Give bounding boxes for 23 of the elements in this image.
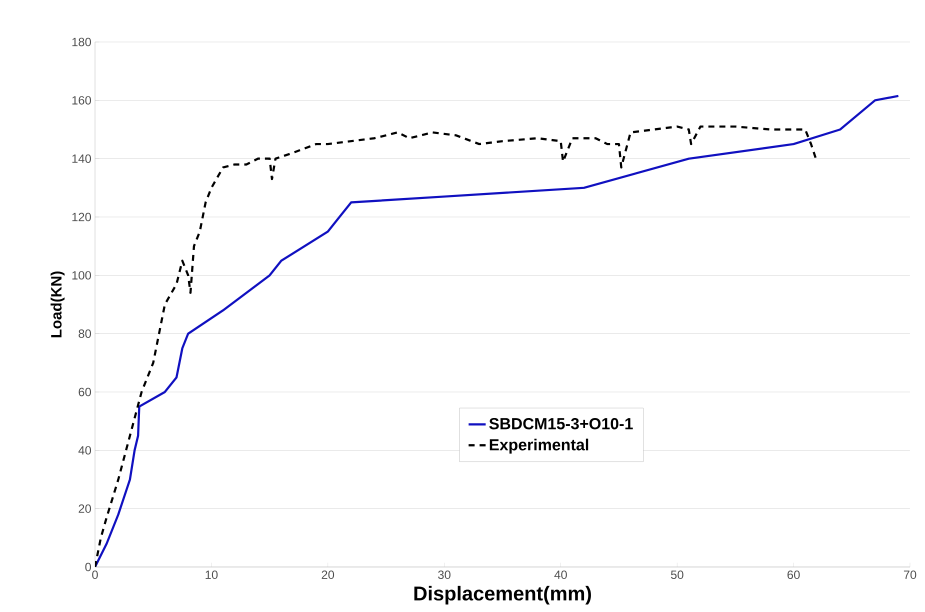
y-tick-label: 140 [72,154,92,163]
y-tick-label: 120 [72,212,92,222]
line-series [95,94,900,567]
y-tick-label: 20 [78,504,92,513]
y-tick-label: 80 [78,329,92,338]
x-tick-label: 70 [904,570,916,580]
x-tick-label: 60 [788,570,800,580]
legend-label: Experimental [490,438,588,454]
x-tick-label: 10 [206,570,218,580]
y-axis-title: Load(KN) [50,271,65,338]
x-tick-label: 20 [322,570,334,580]
x-tick-label: 50 [670,570,684,580]
y-tick-label: 60 [78,388,92,396]
y-tick-label: 100 [72,271,92,280]
legend-label: SBDCM15-3+O10-1 [489,418,633,430]
x-axis-title: Displacement(mm) [414,586,591,605]
x-tick-label: 40 [554,570,567,580]
y-tick-label: 180 [72,38,92,46]
y-tick-label: 0 [85,562,92,572]
y-tick-label: 40 [78,446,92,455]
x-tick-label: 0 [92,570,98,580]
x-tick-label: 30 [438,570,450,580]
y-tick-label: 160 [72,96,92,105]
